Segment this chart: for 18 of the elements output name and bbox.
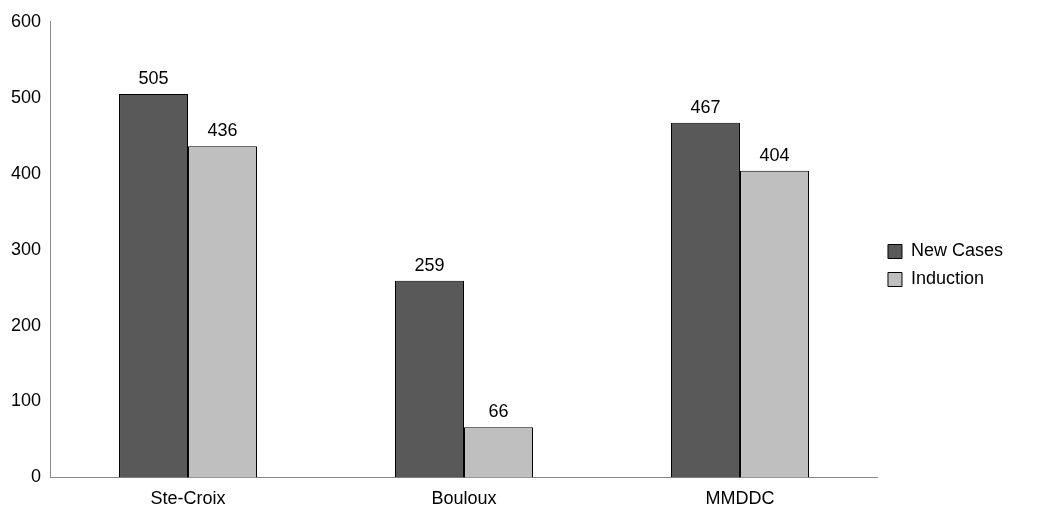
y-tick-label: 200 <box>10 314 42 335</box>
y-tick-label: 400 <box>10 162 42 183</box>
data-label: 404 <box>759 144 790 165</box>
data-label: 505 <box>138 67 169 88</box>
y-tick-label: 0 <box>31 466 42 487</box>
data-label: 467 <box>690 96 721 117</box>
y-tick-label: 600 <box>10 10 42 31</box>
data-label: 259 <box>414 254 445 275</box>
x-tick-label: Bouloux <box>431 488 497 509</box>
x-tick-label: MMDDC <box>705 488 775 509</box>
y-tick-label: 500 <box>10 86 42 107</box>
y-tick-label: 300 <box>10 238 42 259</box>
legend-label: Induction <box>910 268 985 289</box>
data-label: 66 <box>488 401 509 422</box>
data-label: 436 <box>207 120 238 141</box>
x-tick-label: Ste-Croix <box>150 488 226 509</box>
legend-label: New Cases <box>910 240 1003 261</box>
y-tick-label: 100 <box>10 390 42 411</box>
